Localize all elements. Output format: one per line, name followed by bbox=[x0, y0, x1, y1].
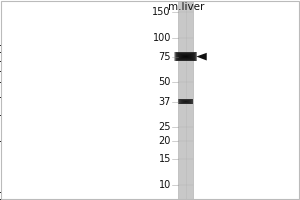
Bar bbox=[185, 56, 187, 57]
Bar bbox=[184, 101, 188, 102]
Bar bbox=[178, 53, 194, 60]
Bar bbox=[176, 52, 196, 61]
Bar bbox=[181, 54, 191, 59]
Bar bbox=[179, 99, 193, 104]
Bar bbox=[178, 53, 194, 60]
Text: 10: 10 bbox=[159, 180, 171, 190]
Bar bbox=[181, 100, 190, 103]
Bar bbox=[182, 100, 190, 103]
Bar bbox=[185, 101, 187, 102]
Bar bbox=[176, 52, 196, 61]
Bar bbox=[182, 55, 189, 58]
Bar bbox=[182, 100, 190, 103]
Bar bbox=[185, 101, 186, 102]
Text: 50: 50 bbox=[158, 77, 171, 87]
Bar bbox=[184, 101, 188, 102]
Bar bbox=[182, 100, 190, 103]
Bar bbox=[184, 56, 188, 57]
Bar bbox=[176, 53, 195, 61]
Bar bbox=[182, 55, 190, 58]
Bar bbox=[179, 54, 192, 59]
Bar bbox=[178, 1, 193, 199]
Bar bbox=[182, 100, 190, 103]
Bar bbox=[183, 101, 189, 103]
Bar bbox=[185, 56, 186, 57]
Bar bbox=[182, 100, 189, 103]
Bar bbox=[185, 56, 187, 57]
Bar bbox=[184, 56, 187, 57]
Bar bbox=[179, 99, 192, 104]
Bar bbox=[180, 54, 191, 59]
Text: 20: 20 bbox=[158, 136, 171, 146]
Bar bbox=[185, 101, 187, 102]
Text: m.liver: m.liver bbox=[168, 2, 204, 12]
Bar bbox=[180, 100, 191, 104]
Bar bbox=[181, 100, 191, 104]
Bar bbox=[179, 54, 193, 59]
Bar bbox=[183, 55, 188, 58]
Bar bbox=[180, 99, 192, 104]
Bar bbox=[178, 53, 194, 60]
Bar bbox=[177, 53, 195, 60]
Text: 25: 25 bbox=[158, 122, 171, 132]
Text: 37: 37 bbox=[158, 97, 171, 107]
Bar bbox=[184, 101, 188, 102]
Polygon shape bbox=[196, 53, 207, 60]
Text: 150: 150 bbox=[152, 7, 171, 17]
Bar bbox=[184, 101, 187, 102]
Bar bbox=[181, 55, 190, 58]
Bar bbox=[180, 99, 192, 104]
Bar bbox=[183, 100, 189, 103]
Bar bbox=[182, 55, 190, 58]
Bar bbox=[184, 101, 187, 102]
Bar bbox=[184, 56, 188, 57]
Bar bbox=[180, 54, 192, 59]
Bar bbox=[178, 54, 193, 60]
Text: 100: 100 bbox=[152, 33, 171, 43]
Bar bbox=[175, 52, 197, 61]
Bar bbox=[179, 99, 193, 104]
Bar bbox=[181, 54, 191, 59]
Bar bbox=[175, 52, 196, 61]
Bar bbox=[178, 99, 193, 104]
Bar bbox=[177, 53, 194, 60]
Text: 75: 75 bbox=[158, 52, 171, 62]
Text: 15: 15 bbox=[158, 154, 171, 164]
Bar bbox=[181, 100, 191, 104]
Bar bbox=[178, 99, 193, 104]
Bar bbox=[180, 99, 192, 104]
Bar bbox=[175, 52, 197, 61]
Bar bbox=[183, 55, 189, 58]
Bar bbox=[183, 101, 188, 103]
Bar bbox=[183, 100, 189, 103]
